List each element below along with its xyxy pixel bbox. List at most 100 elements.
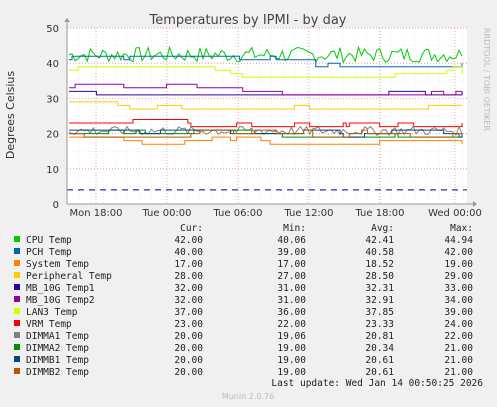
- legend-value: 21.00: [444, 355, 473, 366]
- legend-swatch: [14, 260, 20, 266]
- legend-series-name: DIMMA1 Temp: [26, 331, 89, 342]
- legend-series-name: DIMMA2 Temp: [26, 343, 89, 354]
- legend-value: 40.00: [174, 247, 203, 258]
- y-tick-label: 10: [46, 165, 59, 176]
- legend-swatch: [14, 320, 20, 326]
- last-update: Last update: Wed Jan 14 00:50:25 2026: [271, 378, 483, 389]
- y-axis-label: Degrees Celsius: [4, 71, 17, 160]
- legend-value: 39.00: [277, 247, 306, 258]
- legend-series-name: MB_10G Temp1: [26, 283, 95, 294]
- legend-series-name: CPU Temp: [26, 235, 72, 246]
- legend-value: 44.94: [444, 235, 473, 246]
- legend-value: 40.58: [365, 247, 394, 258]
- series-line-1: [69, 55, 463, 68]
- legend-value: 22.00: [444, 331, 473, 342]
- series-line-11: [69, 129, 462, 138]
- legend-value: 32.91: [365, 295, 394, 306]
- legend-value: 37.85: [365, 307, 394, 318]
- legend-value: 20.34: [365, 343, 394, 354]
- legend-value: 20.00: [174, 343, 203, 354]
- legend-value: 28.00: [174, 271, 203, 282]
- legend-value: 21.00: [444, 343, 473, 354]
- x-tick-label: Wed 00:00: [428, 208, 482, 219]
- legend-series-name: LAN3 Temp: [26, 307, 78, 318]
- y-tick-label: 0: [53, 200, 59, 211]
- y-tick-label: 30: [46, 94, 59, 105]
- series-line-4: [69, 90, 463, 96]
- legend-value: 19.06: [277, 331, 306, 342]
- legend-value: 17.00: [277, 259, 306, 270]
- legend-value: 37.00: [174, 307, 203, 318]
- legend-value: 20.00: [174, 367, 203, 378]
- legend-column-header: Cur:: [180, 223, 203, 234]
- legend-value: 33.00: [444, 283, 473, 294]
- x-tick-label: Tue 00:00: [141, 208, 191, 219]
- x-tick-label: Tue 18:00: [354, 208, 404, 219]
- legend-swatch: [14, 356, 20, 362]
- grid: [67, 27, 467, 205]
- legend-swatch: [14, 272, 20, 278]
- series-line-2: [69, 136, 463, 145]
- series-lines: [68, 45, 463, 145]
- legend-value: 19.00: [277, 343, 306, 354]
- legend-series-name: DIMMB2 Temp: [26, 367, 89, 378]
- legend-value: 36.00: [277, 307, 306, 318]
- legend-value: 21.00: [444, 367, 473, 378]
- axes: Mon 18:00 Tue 00:00 Tue 06:00 Tue 12:00 Tue …: [46, 18, 482, 219]
- legend-value: 42.41: [365, 235, 394, 246]
- legend-series-name: Peripheral Temp: [26, 271, 112, 282]
- x-tick-label: Tue 12:00: [283, 208, 333, 219]
- legend-value: 31.00: [277, 283, 306, 294]
- y-axis-arrow-icon: [64, 18, 70, 22]
- legend-value: 18.52: [365, 259, 394, 270]
- legend-swatch: [14, 332, 20, 338]
- legend-value: 40.06: [277, 235, 306, 246]
- rrdtool-credit: RRDTOOL / TOBI OETIKER: [482, 28, 491, 131]
- legend-value: 42.00: [174, 235, 203, 246]
- legend-value: 20.81: [365, 331, 394, 342]
- legend-column-header: Avg:: [371, 223, 394, 234]
- legend-swatch: [14, 308, 20, 314]
- series-line-0: [68, 45, 463, 64]
- munin-version: Munin 2.0.76: [222, 392, 274, 401]
- legend-value: 20.61: [365, 367, 394, 378]
- legend-value: 29.00: [444, 271, 473, 282]
- legend-value: 20.00: [174, 355, 203, 366]
- legend-value: 32.00: [174, 295, 203, 306]
- series-line-6: [69, 66, 463, 78]
- legend-value: 23.33: [365, 319, 394, 330]
- legend-value: 19.00: [277, 355, 306, 366]
- series-line-7: [69, 119, 463, 128]
- x-axis-arrow-icon: [473, 201, 477, 207]
- legend-value: 20.00: [174, 331, 203, 342]
- legend-series-name: DIMMB1 Temp: [26, 355, 89, 366]
- x-tick-label: Tue 06:00: [212, 208, 262, 219]
- series-line-3: [69, 101, 462, 110]
- legend-value: 19.00: [277, 367, 306, 378]
- legend-swatch: [14, 344, 20, 350]
- legend-value: 19.00: [444, 259, 473, 270]
- legend-series-name: System Temp: [26, 259, 89, 270]
- legend-swatch: [14, 368, 20, 374]
- legend-swatch: [14, 236, 20, 242]
- chart-title: Temperatures by IPMI - by day: [149, 13, 347, 28]
- series-line-8: [68, 125, 463, 137]
- legend-series-name: VRM Temp: [26, 319, 72, 330]
- legend-value: 28.50: [365, 271, 394, 282]
- legend-value: 20.61: [365, 355, 394, 366]
- y-tick-label: 20: [46, 130, 59, 141]
- legend-value: 17.00: [174, 259, 203, 270]
- legend-value: 39.00: [444, 307, 473, 318]
- legend-value: 42.00: [444, 247, 473, 258]
- legend-value: 24.00: [444, 319, 473, 330]
- legend-value: 31.00: [277, 295, 306, 306]
- y-tick-label: 40: [46, 59, 59, 70]
- legend-value: 23.00: [174, 319, 203, 330]
- y-tick-label: 50: [46, 24, 59, 35]
- legend-swatch: [14, 284, 20, 290]
- legend-value: 22.00: [277, 319, 306, 330]
- legend-swatch: [14, 248, 20, 254]
- legend-value: 34.00: [444, 295, 473, 306]
- legend-series-name: PCH Temp: [26, 247, 72, 258]
